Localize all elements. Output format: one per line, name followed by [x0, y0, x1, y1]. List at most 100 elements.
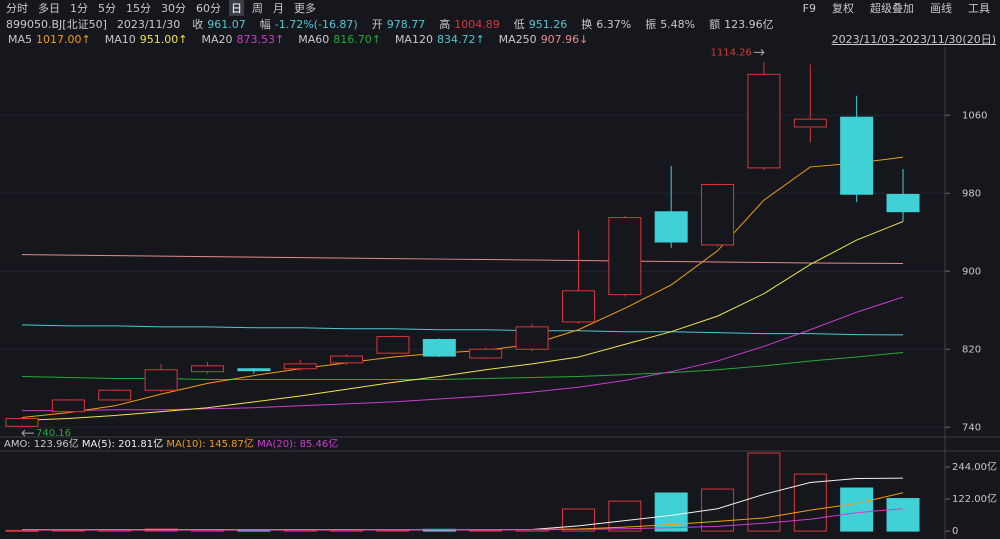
info-row: 899050.BJ[北证50] 2023/11/30 收 961.07 幅 -1.72… [4, 16, 778, 32]
ma-line [22, 508, 904, 531]
legend-entry: MA250 907.96↓ [495, 33, 593, 46]
legend-name: MA60 [298, 32, 330, 46]
legend-value: 201.81亿 [118, 437, 163, 450]
tool-bar: F9 复权 超级叠加 画线 工具 [801, 0, 992, 16]
legend-name: MA(10): [166, 439, 205, 450]
period-button[interactable]: 60分 [196, 2, 221, 15]
period-button[interactable]: 月 [273, 2, 284, 15]
volume-bar [886, 498, 920, 532]
info-field: 收 961.07 [188, 16, 250, 32]
legend-value: 951.00↑ [139, 32, 188, 46]
candle-body [144, 369, 178, 391]
legend-name: MA10 [104, 32, 136, 46]
period-button[interactable]: 多日 [38, 2, 60, 15]
ma-line [21, 254, 904, 264]
tool-button[interactable]: 超级叠加 [870, 2, 914, 15]
candle-body [747, 73, 781, 169]
ma-line [21, 221, 904, 421]
candle-body [51, 399, 85, 413]
ma-line [21, 156, 904, 418]
legend-name: MA(20): [257, 439, 296, 450]
info-field: 低 951.26 [510, 16, 572, 32]
legend-value: 907.96↓ [540, 32, 589, 46]
legend-value: 873.53↑ [236, 32, 285, 46]
info-value: 951.26 [528, 18, 568, 31]
legend-entry: MA10 951.00↑ [101, 33, 192, 46]
info-value: 6.37% [596, 18, 632, 31]
legend-value: 816.70↑ [333, 32, 381, 46]
tool-button[interactable]: 复权 [832, 2, 854, 15]
info-value: -1.72%(-16.87) [274, 18, 358, 31]
candle-body [190, 365, 224, 373]
header: 分时 多日 1分 5分 15分 30分 60分日周月更多 F9 复权 超级叠加 画线 工具 8990… [0, 0, 1000, 47]
info-label: 额 [709, 18, 721, 31]
volume-bar [840, 487, 874, 532]
info-label: 高 [439, 18, 451, 31]
period-button[interactable]: 周 [252, 2, 263, 15]
legend-name: MA5 [8, 32, 33, 46]
info-field: 振 5.48% [641, 16, 699, 32]
candle-body [515, 326, 549, 350]
high-arrow [753, 48, 765, 56]
y-tick-label: 980 [962, 188, 981, 199]
period-button[interactable]: 日 [229, 0, 244, 16]
y-tick-label: 900 [962, 266, 981, 277]
candle-body [422, 339, 456, 357]
legend-value: 145.87亿 [209, 437, 254, 450]
legend-value: 1017.00↑ [36, 32, 91, 46]
candle-body [98, 389, 132, 401]
legend-entry: MA60 816.70↑ [294, 33, 385, 46]
legend-name: MA(5): [82, 439, 115, 450]
info-field: 幅 -1.72%(-16.87) [256, 16, 362, 32]
ma-line [21, 324, 904, 336]
period-button[interactable]: 30分 [161, 2, 186, 15]
tool-button[interactable]: F9 [802, 1, 816, 15]
info-value: 1004.89 [454, 18, 500, 31]
info-value: 5.48% [660, 18, 696, 31]
candle-body [840, 116, 874, 195]
info-label: 换 [581, 18, 593, 31]
date: 2023/11/30 [116, 17, 181, 31]
code: 899050.BJ[北证50] [6, 18, 107, 31]
tool-button[interactable]: 画线 [930, 2, 952, 15]
y-tick-label: 244.00亿 [952, 460, 997, 473]
volume-bar [747, 452, 781, 532]
legend-entry: MA20 873.53↑ [197, 33, 288, 46]
y-tick-label: 1060 [962, 110, 987, 121]
candle-body [376, 336, 410, 354]
period-button[interactable]: 1分 [70, 2, 88, 15]
period-button[interactable]: 分时 [6, 2, 28, 15]
candle-body [886, 193, 920, 213]
info-label: 低 [513, 18, 525, 31]
legend-name: MA250 [498, 32, 537, 46]
y-tick-label: 820 [962, 344, 981, 355]
info-value: 123.96亿 [724, 18, 774, 31]
period-button[interactable]: 更多 [294, 2, 316, 15]
info-field: 开 978.77 [368, 16, 430, 32]
legend-name: MA120 [394, 32, 433, 46]
candle-body [701, 183, 735, 246]
period-button[interactable]: 15分 [126, 2, 151, 15]
candle-body [469, 348, 503, 359]
candle-body [608, 217, 642, 296]
info-label: 收 [192, 18, 204, 31]
date-range[interactable]: 2023/11/03-2023/11/30(20日) [831, 33, 996, 46]
legend-entry: MA120 834.72↑ [391, 33, 489, 46]
volume-legend: AMO: 123.96亿 MA(5): 201.81亿 MA(10): 145.… [4, 437, 338, 450]
ma-legend: MA5 1017.00↑ MA10 951.00↑ MA20 873.53↑ MA60 816… [4, 31, 592, 47]
candle-body [561, 290, 595, 323]
period-bar: 分时 多日 1分 5分 15分 30分 60分日周月更多 [4, 0, 318, 16]
candle-body [330, 355, 364, 364]
ma-line [22, 296, 904, 412]
tool-button[interactable]: 工具 [968, 2, 990, 15]
info-field: 换 6.37% [577, 16, 635, 32]
info-value: 961.07 [207, 18, 246, 31]
high-label: 1114.26 [711, 47, 752, 58]
legend-name: AMO: [4, 439, 31, 450]
candle-body [5, 417, 39, 427]
period-button[interactable]: 5分 [98, 2, 116, 15]
low-label: 740.16 [36, 428, 71, 439]
info-field: 额 123.96亿 [705, 16, 778, 32]
